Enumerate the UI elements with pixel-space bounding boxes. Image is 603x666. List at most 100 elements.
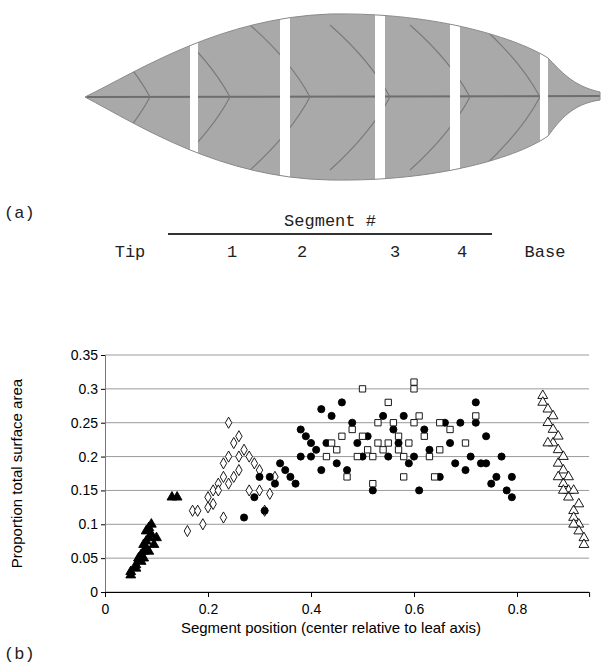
point: [421, 426, 428, 433]
tick: 0.35: [71, 347, 105, 363]
tick-mark: [101, 558, 105, 559]
point: [447, 426, 453, 432]
point: [406, 440, 412, 446]
tick-label: 0.25: [71, 415, 98, 431]
point: [287, 473, 294, 480]
point: [472, 419, 479, 426]
point: [569, 485, 579, 494]
vein: [170, 97, 230, 170]
point: [139, 552, 149, 561]
tick: 0: [90, 584, 105, 600]
grid-line: [105, 388, 589, 389]
point: [349, 426, 355, 432]
point: [416, 487, 423, 494]
point: [431, 474, 437, 480]
tick: 0: [102, 592, 110, 617]
tick-label: 0.15: [71, 482, 98, 498]
point: [375, 420, 381, 426]
x-axis: 00.20.40.60.8: [102, 592, 590, 617]
point: [359, 386, 365, 392]
point: [333, 460, 340, 467]
point: [548, 424, 558, 433]
point: [426, 453, 432, 459]
point: [302, 433, 309, 440]
point: [390, 426, 397, 433]
point: [385, 440, 391, 446]
point: [401, 474, 407, 480]
point: [574, 498, 584, 507]
point: [318, 406, 325, 413]
point: [452, 460, 459, 467]
point: [369, 487, 376, 494]
point: [543, 437, 553, 446]
vein: [90, 25, 150, 97]
vein: [410, 25, 470, 97]
point: [543, 403, 553, 412]
tick-label: 0.6: [405, 601, 425, 617]
point: [297, 426, 304, 433]
point: [558, 464, 568, 473]
point: [395, 447, 401, 453]
panel-label: (a): [4, 204, 35, 223]
segment-gap: [375, 0, 385, 200]
point: [488, 480, 495, 487]
tick: 0.1: [79, 516, 105, 532]
point: [267, 488, 273, 499]
point: [483, 460, 490, 467]
point: [462, 440, 468, 446]
point: [385, 453, 392, 460]
point: [437, 420, 443, 426]
point: [307, 453, 314, 460]
tick-mark: [101, 457, 105, 458]
point: [251, 494, 258, 501]
point: [343, 467, 350, 474]
point: [385, 399, 391, 405]
point: [462, 467, 469, 474]
segment-gap: [280, 0, 290, 200]
vein: [90, 97, 150, 170]
point: [380, 447, 386, 453]
segment-label: 1: [227, 243, 237, 262]
tick-mark: [101, 389, 105, 390]
point: [503, 487, 510, 494]
tick-mark: [414, 592, 415, 597]
point: [334, 447, 340, 453]
tick-label: 0.1: [79, 516, 99, 532]
point: [395, 433, 401, 439]
point: [558, 451, 568, 460]
point: [473, 413, 479, 419]
point: [205, 492, 211, 503]
tick: 0.2: [79, 449, 105, 465]
segment-label: 2: [297, 243, 307, 262]
point: [215, 485, 221, 496]
tick-mark: [101, 490, 105, 491]
point: [236, 451, 242, 462]
segment-bracket: [168, 233, 492, 235]
segment-label: Base: [525, 243, 566, 262]
point: [184, 525, 190, 536]
point: [236, 465, 242, 476]
tick-mark: [517, 592, 518, 597]
point: [172, 492, 182, 501]
point: [152, 532, 162, 541]
points: [126, 379, 589, 578]
point: [339, 433, 345, 439]
y-axis-title: Proportion total surface area: [8, 378, 25, 568]
point: [338, 399, 345, 406]
point: [318, 467, 325, 474]
point: [421, 433, 427, 439]
point: [508, 494, 515, 501]
grid-line: [105, 524, 589, 525]
leaf-outline: [85, 14, 600, 180]
point: [220, 471, 226, 482]
tick-mark: [101, 524, 105, 525]
axis-line: [106, 593, 590, 598]
point: [457, 419, 464, 426]
point: [240, 514, 247, 521]
tick-mark: [208, 592, 209, 597]
point: [261, 505, 267, 516]
point: [553, 444, 563, 453]
point: [569, 519, 579, 528]
point: [194, 505, 200, 516]
segment-label: Tip: [115, 243, 146, 262]
